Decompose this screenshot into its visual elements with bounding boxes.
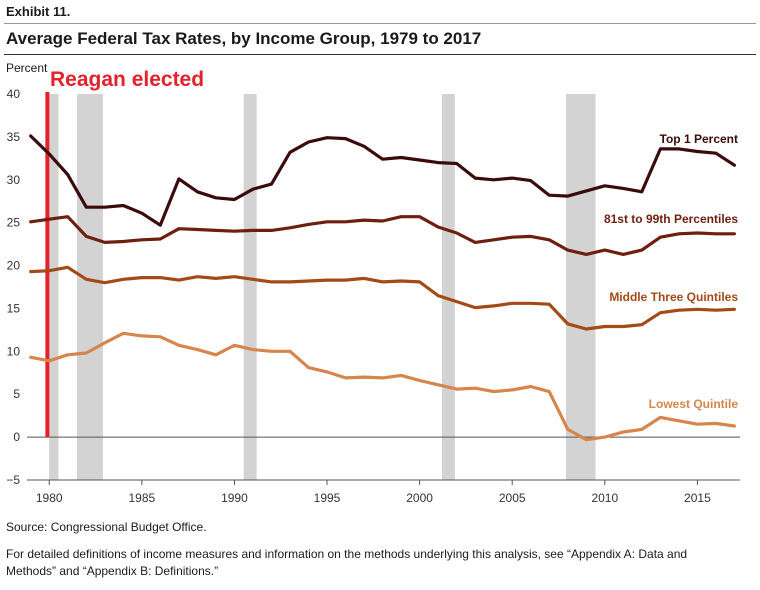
recession-band-2 — [77, 94, 103, 480]
x-tick-label: 2015 — [684, 491, 711, 505]
source-note: Source: Congressional Budget Office. — [6, 520, 207, 534]
recession-band-3 — [243, 94, 257, 480]
reagan-elected-annotation: Reagan elected — [50, 68, 204, 91]
series-label-lowest-quintile: Lowest Quintile — [649, 397, 739, 411]
x-tick-label: 1995 — [314, 491, 341, 505]
series-line-lowest-quintile — [29, 331, 737, 442]
top-divider — [4, 23, 756, 24]
series-label-top-1-percent: Top 1 Percent — [660, 132, 738, 146]
recession-band-5 — [565, 94, 596, 480]
x-tick-label: 1980 — [36, 491, 63, 505]
y-tick-label: 0 — [13, 430, 20, 444]
y-tick-label: 5 — [13, 387, 20, 401]
recession-band-1 — [49, 94, 59, 480]
title-divider — [4, 54, 756, 55]
y-tick-label: 35 — [7, 130, 21, 144]
series-line-81st-to-99th-percentiles — [29, 215, 737, 256]
tax-rate-chart: Percent −5 0 5 10 15 20 25 30 35 40 1980 1985 1990 199… — [6, 61, 740, 505]
y-axis-label: Percent — [6, 61, 48, 75]
y-tick-label: 40 — [7, 87, 21, 101]
y-tick-label: −5 — [6, 473, 20, 487]
chart-title: Average Federal Tax Rates, by Income Gro… — [6, 29, 482, 48]
x-tick-label: 2010 — [591, 491, 618, 505]
recession-band-4 — [441, 94, 455, 480]
y-tick-label: 15 — [7, 301, 21, 315]
y-tick-label: 30 — [7, 173, 21, 187]
y-tick-label: 25 — [7, 216, 21, 230]
y-tick-label: 10 — [7, 344, 21, 358]
series-line-top-1-percent — [29, 134, 737, 227]
series-label-81st-to-99th-percentiles: 81st to 99th Percentiles — [604, 212, 738, 226]
y-tick-label: 20 — [7, 259, 21, 273]
series-line-middle-three-quintiles — [29, 265, 737, 331]
series-label-middle-three-quintiles: Middle Three Quintiles — [609, 290, 738, 304]
definitions-note: For detailed definitions of income measu… — [6, 547, 688, 578]
x-tick-label: 2005 — [499, 491, 526, 505]
exhibit-label: Exhibit 11. — [6, 4, 71, 19]
x-tick-label: 2000 — [406, 491, 433, 505]
x-tick-label: 1990 — [221, 491, 248, 505]
x-tick-label: 1985 — [128, 491, 155, 505]
